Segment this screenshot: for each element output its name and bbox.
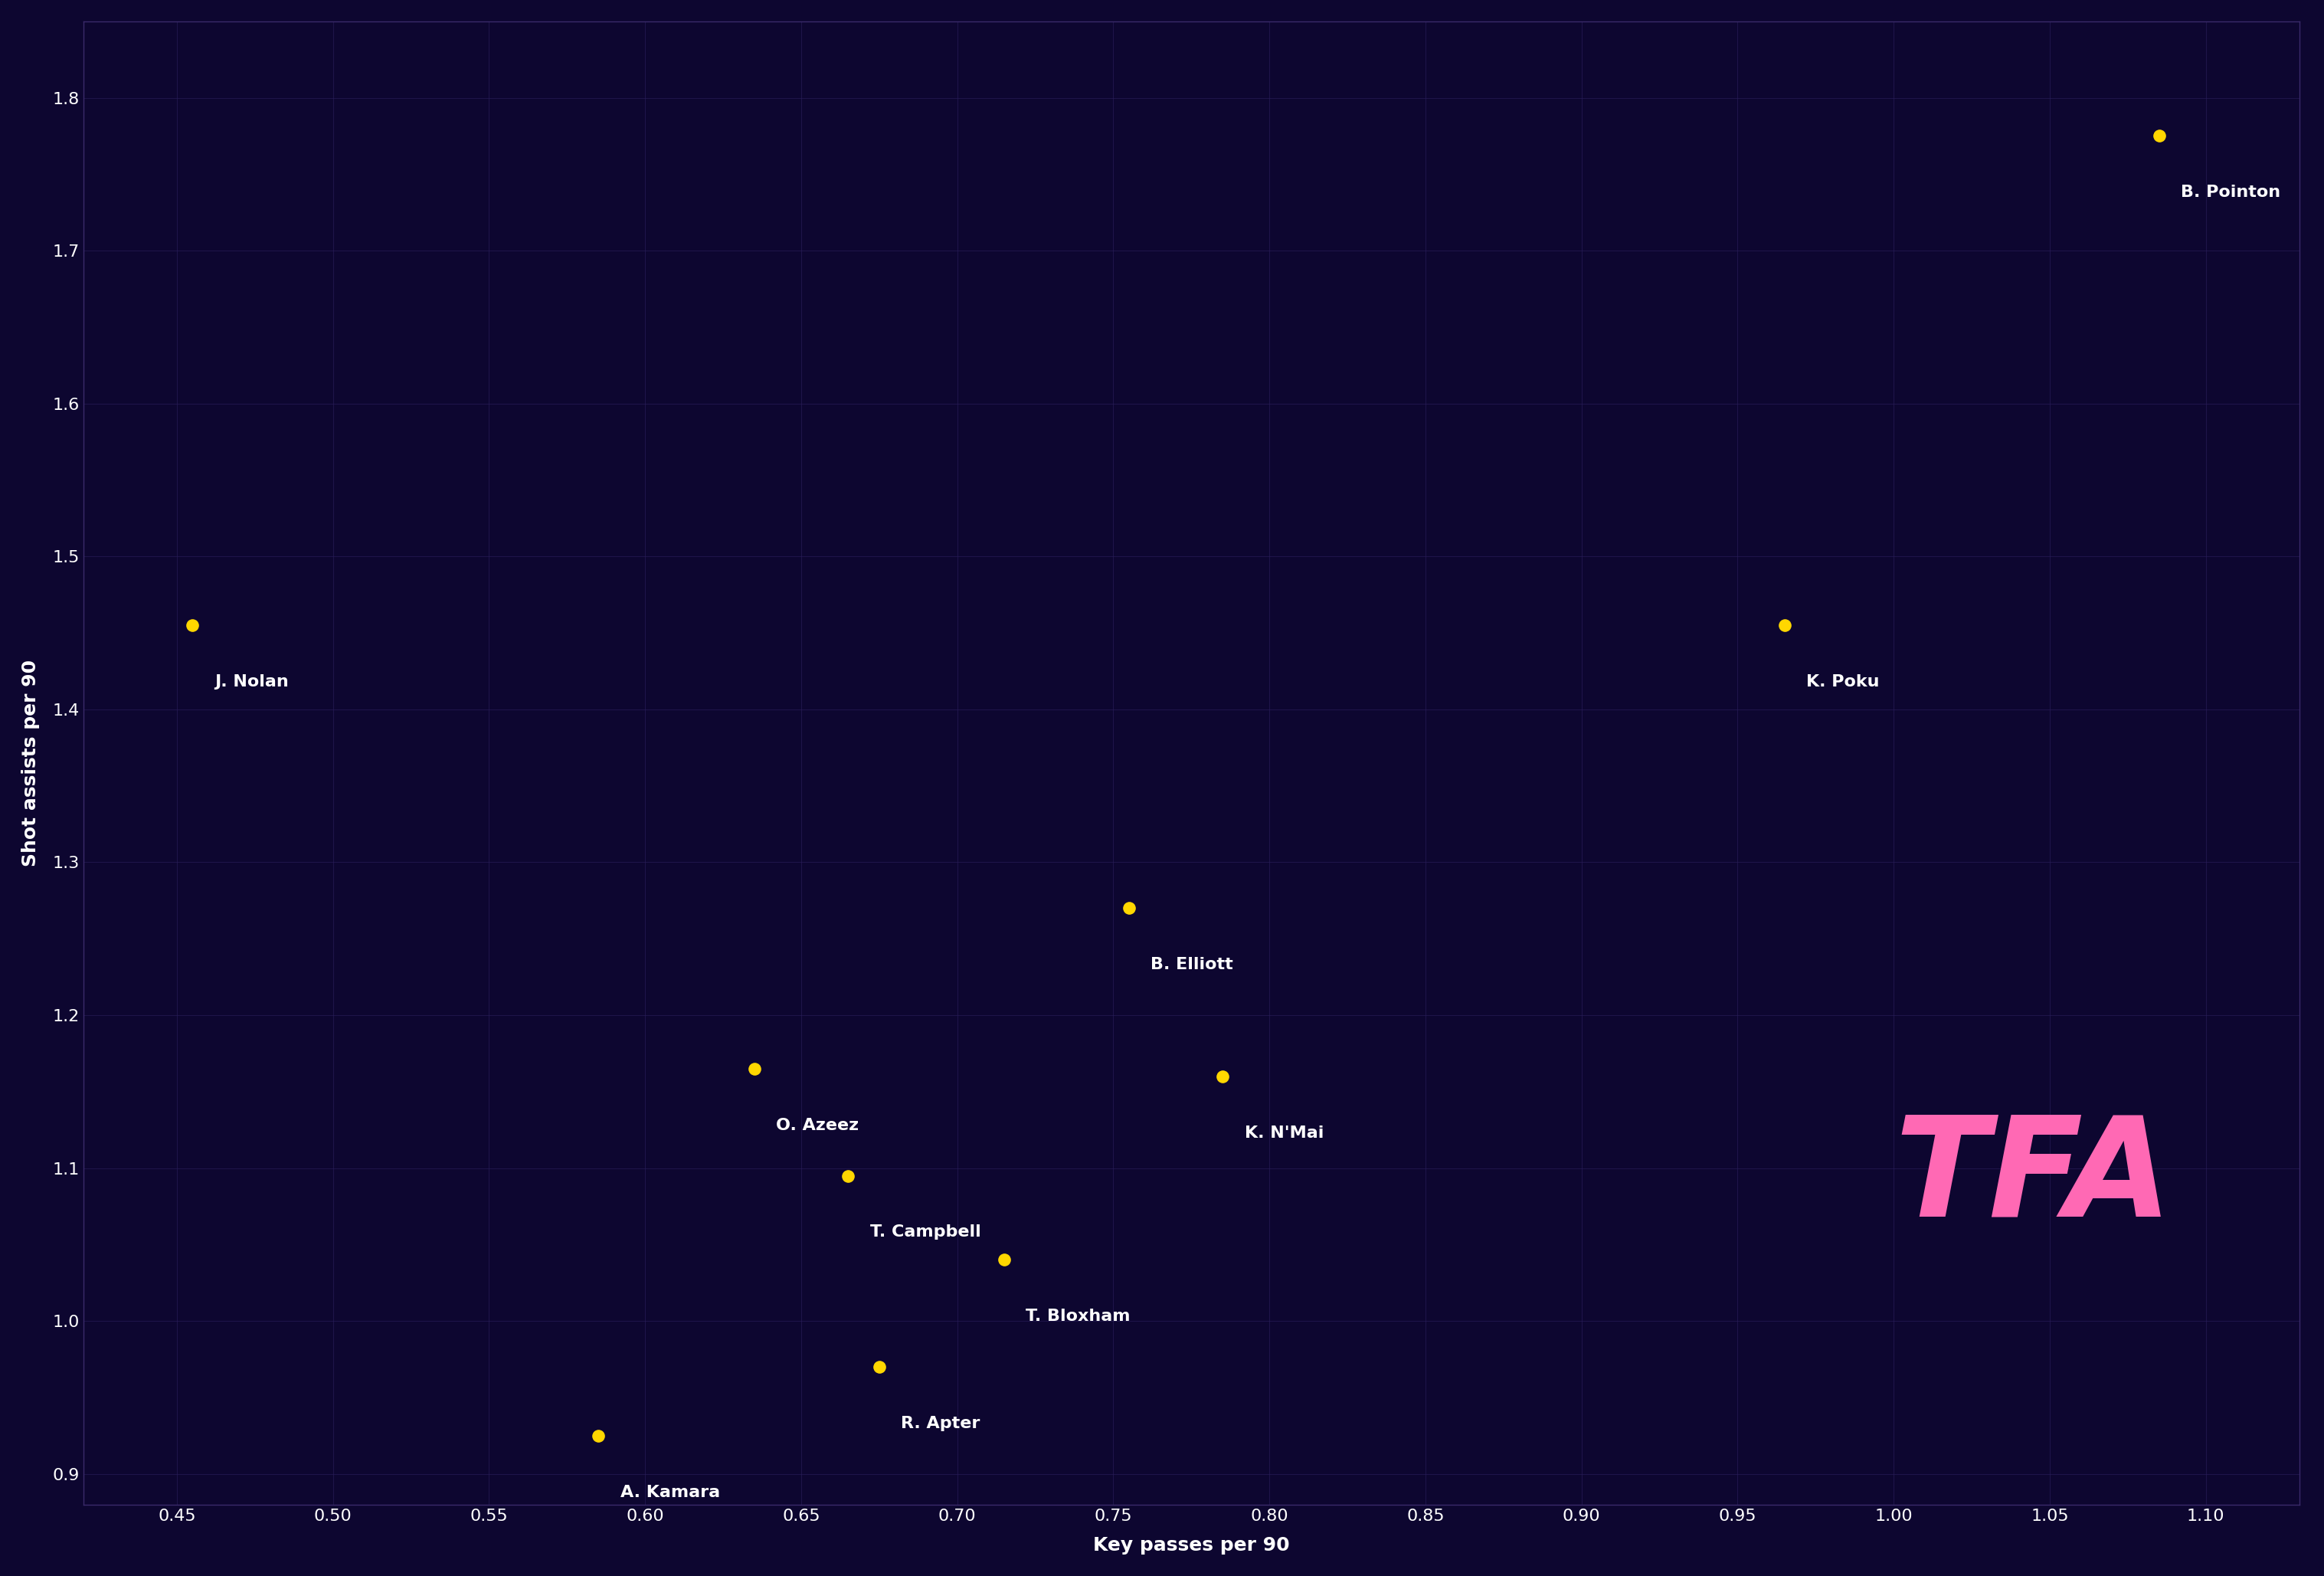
Point xyxy=(1111,895,1148,920)
Text: K. N'Mai: K. N'Mai xyxy=(1243,1125,1325,1141)
Point xyxy=(1766,613,1803,638)
Text: O. Azeez: O. Azeez xyxy=(776,1117,860,1133)
Point xyxy=(2140,123,2178,148)
Point xyxy=(1204,1064,1241,1089)
Text: R. Apter: R. Apter xyxy=(902,1415,981,1431)
Point xyxy=(860,1354,897,1379)
Text: K. Poku: K. Poku xyxy=(1806,675,1880,690)
X-axis label: Key passes per 90: Key passes per 90 xyxy=(1092,1537,1290,1554)
Text: T. Campbell: T. Campbell xyxy=(869,1225,981,1240)
Point xyxy=(737,1056,774,1081)
Text: TFA: TFA xyxy=(1894,1111,2173,1245)
Point xyxy=(985,1247,1023,1272)
Y-axis label: Shot assists per 90: Shot assists per 90 xyxy=(21,659,40,867)
Text: J. Nolan: J. Nolan xyxy=(214,675,288,690)
Point xyxy=(174,613,211,638)
Point xyxy=(830,1163,867,1188)
Text: T. Bloxham: T. Bloxham xyxy=(1025,1308,1129,1324)
Point xyxy=(579,1423,616,1448)
Text: B. Elliott: B. Elliott xyxy=(1150,957,1234,972)
Text: B. Pointon: B. Pointon xyxy=(2180,184,2280,200)
Text: A. Kamara: A. Kamara xyxy=(621,1485,720,1500)
